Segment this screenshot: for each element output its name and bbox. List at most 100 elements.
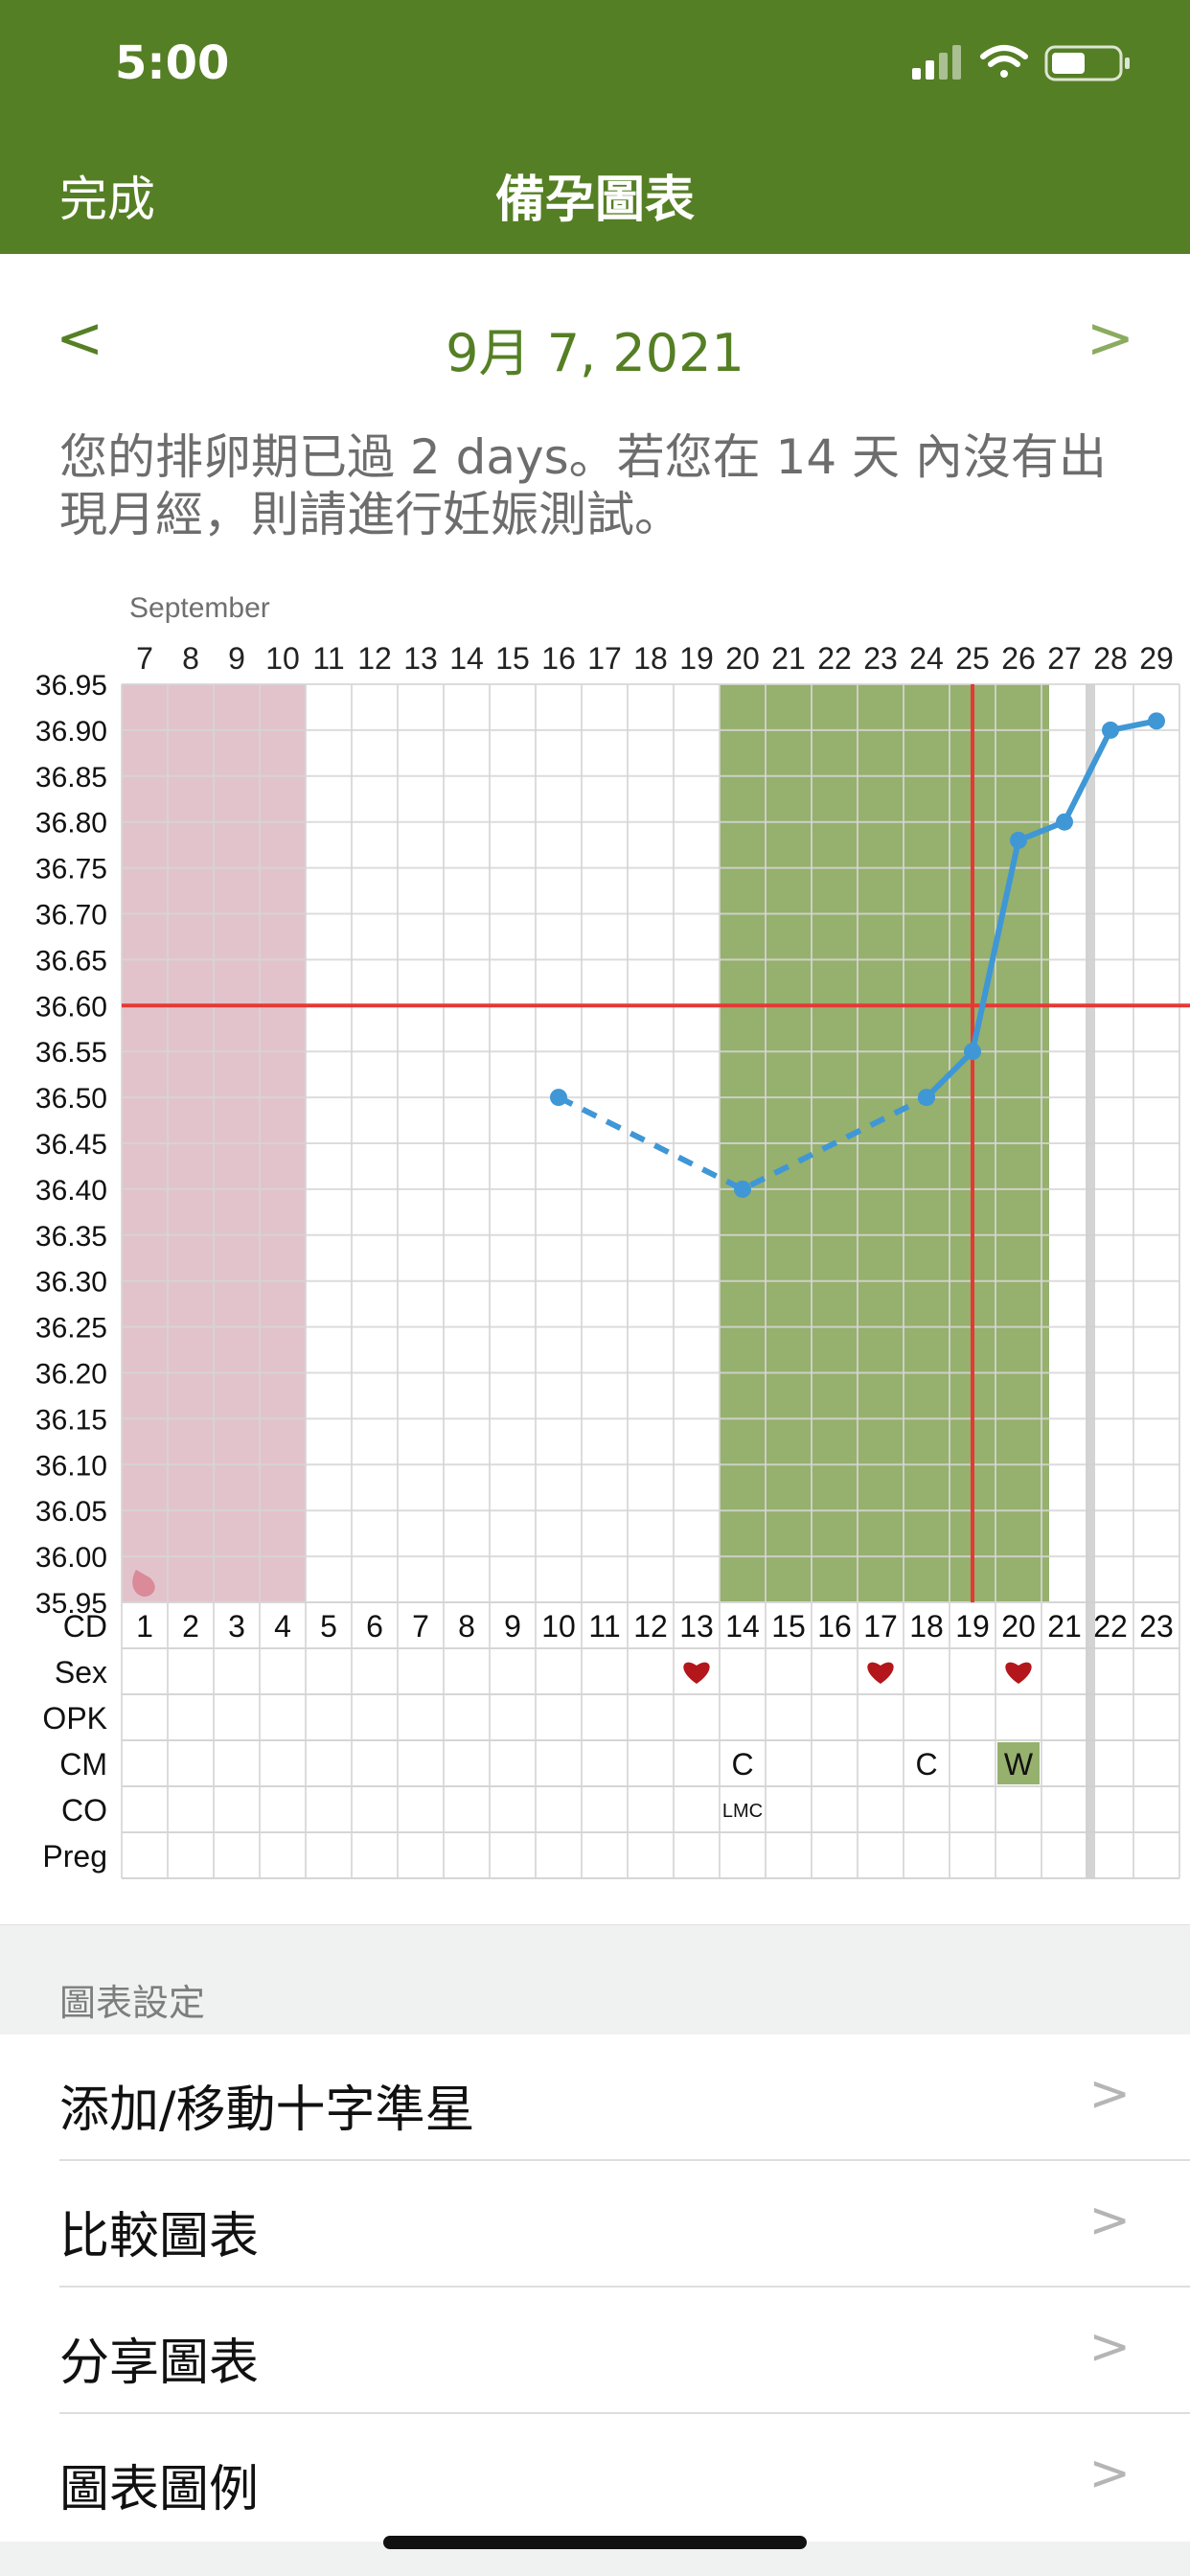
chevron-right-icon: > xyxy=(1088,2192,1131,2249)
menu-item-chart-legend[interactable]: 圖表圖例 > xyxy=(0,2414,1190,2541)
y-tick-label: 36.70 xyxy=(35,900,107,932)
y-tick-label: 36.30 xyxy=(35,1267,107,1299)
heart-icon xyxy=(683,1662,710,1684)
temperature-point xyxy=(1148,712,1165,730)
cycle-day-label: 3 xyxy=(228,1609,245,1644)
x-date-label: 16 xyxy=(541,641,576,676)
chevron-right-icon: > xyxy=(1088,2065,1131,2123)
temperature-point xyxy=(1010,831,1027,849)
chart-settings-header: 圖表設定 xyxy=(0,1924,1190,2036)
menu-item-add-crosshair[interactable]: 添加/移動十字準星 > xyxy=(0,2035,1190,2161)
menu-item-share-chart[interactable]: 分享圖表 > xyxy=(0,2288,1190,2414)
x-date-label: 29 xyxy=(1139,641,1174,676)
y-tick-label: 36.95 xyxy=(35,670,107,702)
x-date-label: 10 xyxy=(265,641,300,676)
x-date-label: 23 xyxy=(863,641,898,676)
cycle-day-label: 22 xyxy=(1093,1609,1128,1644)
row-label: CO xyxy=(61,1793,107,1828)
cycle-day-label: 12 xyxy=(633,1609,668,1644)
y-tick-label: 35.95 xyxy=(35,1588,107,1620)
y-tick-label: 36.15 xyxy=(35,1404,107,1436)
temperature-line-dashed xyxy=(557,1094,928,1192)
x-date-label: 11 xyxy=(312,641,344,676)
x-date-label: 20 xyxy=(725,641,760,676)
cycle-day-label: 6 xyxy=(366,1609,383,1644)
heart-icon xyxy=(867,1662,894,1684)
app-header: 5:00 完成 備孕圖表 xyxy=(0,0,1190,254)
cm-mark: C xyxy=(915,1747,937,1782)
cycle-day-label: 11 xyxy=(588,1609,620,1644)
cycle-day-label: 15 xyxy=(771,1609,806,1644)
cycle-day-label: 5 xyxy=(320,1609,337,1644)
cycle-day-label: 7 xyxy=(412,1609,429,1644)
cm-mark: C xyxy=(731,1747,753,1782)
cycle-day-label: 13 xyxy=(679,1609,714,1644)
chevron-right-icon: > xyxy=(1088,2445,1131,2502)
signal-icon xyxy=(912,45,961,80)
done-button[interactable]: 完成 xyxy=(59,172,155,227)
x-date-label: 25 xyxy=(955,641,990,676)
y-tick-label: 36.40 xyxy=(35,1175,107,1207)
cm-mark: W xyxy=(1004,1747,1034,1782)
y-tick-label: 36.35 xyxy=(35,1221,107,1253)
ovulation-notice: 您的排卵期已過 2 days。若您在 14 天 內沒有出現月經，則請進行妊娠測試… xyxy=(59,429,1107,542)
y-tick-label: 36.65 xyxy=(35,945,107,977)
row-label: Preg xyxy=(42,1839,107,1874)
fertility-chart[interactable]: September 7 8 9 10 11 12 13 14 15 16 17 18 19 20 21 22 23… xyxy=(0,592,1190,1888)
temperature-point xyxy=(1102,721,1119,739)
y-tick-label: 36.10 xyxy=(35,1450,107,1482)
temperature-point xyxy=(964,1043,981,1061)
cycle-day-label: 18 xyxy=(909,1609,944,1644)
x-date-label: 14 xyxy=(449,641,484,676)
divider xyxy=(59,2159,1190,2161)
temperature-point xyxy=(734,1180,751,1198)
x-date-label: 9 xyxy=(228,641,245,676)
cycle-day-label: 8 xyxy=(458,1609,475,1644)
x-date-label: 26 xyxy=(1001,641,1036,676)
previous-date-button[interactable]: < xyxy=(56,305,104,372)
cycle-day-label: 23 xyxy=(1139,1609,1174,1644)
x-date-label: 8 xyxy=(182,641,199,676)
chevron-right-icon: > xyxy=(1088,2318,1131,2376)
menu-item-compare-charts[interactable]: 比較圖表 > xyxy=(0,2161,1190,2288)
x-date-label: 13 xyxy=(403,641,438,676)
cycle-day-label: 20 xyxy=(1001,1609,1036,1644)
x-date-label: 19 xyxy=(679,641,714,676)
menu-item-label: 分享圖表 xyxy=(59,2334,260,2392)
x-date-label: 22 xyxy=(817,641,852,676)
wifi-icon xyxy=(980,45,1028,78)
page-title: 備孕圖表 xyxy=(494,172,695,229)
x-date-label: 7 xyxy=(136,641,153,676)
y-tick-label: 36.25 xyxy=(35,1313,107,1345)
home-indicator[interactable] xyxy=(383,2536,807,2549)
battery-icon xyxy=(1044,45,1130,81)
next-date-button[interactable]: > xyxy=(1086,305,1134,372)
x-date-label: 27 xyxy=(1047,641,1082,676)
y-tick-label: 36.55 xyxy=(35,1037,107,1069)
temperature-point xyxy=(1056,813,1073,831)
row-label: CD xyxy=(63,1609,107,1644)
month-label: September xyxy=(129,594,270,624)
row-label: OPK xyxy=(42,1701,107,1736)
period-drop-icon xyxy=(132,1570,155,1597)
x-date-label: 15 xyxy=(495,641,530,676)
cycle-day-label: 21 xyxy=(1047,1609,1082,1644)
x-date-label: 28 xyxy=(1093,641,1128,676)
x-date-label: 18 xyxy=(633,641,668,676)
cycle-day-label: 4 xyxy=(274,1609,291,1644)
current-date: 9月 7, 2021 xyxy=(446,323,744,383)
today-marker xyxy=(1086,684,1095,1878)
cycle-day-label: 14 xyxy=(725,1609,760,1644)
temperature-point xyxy=(918,1089,935,1107)
menu-item-label: 比較圖表 xyxy=(59,2208,260,2266)
x-date-label: 12 xyxy=(357,641,392,676)
cycle-day-label: 1 xyxy=(136,1609,153,1644)
y-tick-label: 36.20 xyxy=(35,1359,107,1391)
cycle-day-label: 19 xyxy=(955,1609,990,1644)
cycle-day-label: 2 xyxy=(182,1609,199,1644)
y-tick-label: 36.80 xyxy=(35,808,107,840)
y-tick-label: 36.45 xyxy=(35,1129,107,1161)
cm-highlight xyxy=(997,1742,1040,1784)
row-label: CM xyxy=(59,1747,107,1782)
